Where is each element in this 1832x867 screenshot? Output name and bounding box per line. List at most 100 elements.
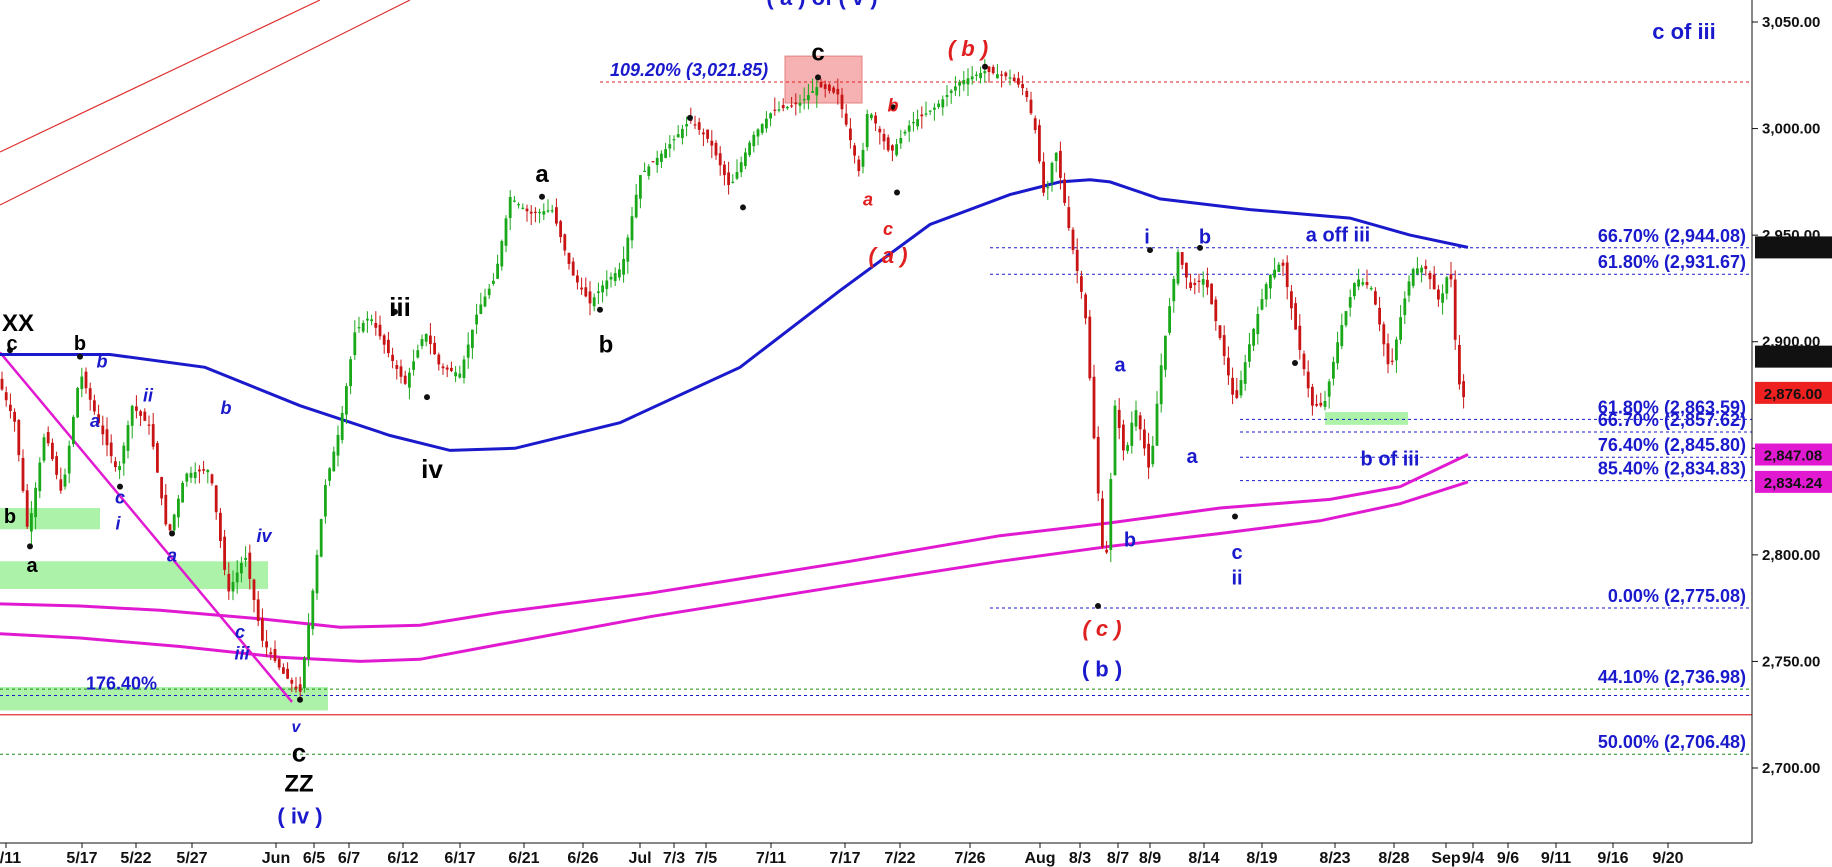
fib-label: 0.00% (2,775.08)	[1608, 586, 1746, 606]
candle-body	[118, 466, 121, 471]
candle-body	[357, 327, 361, 329]
x-tick-label: 8/9	[1139, 850, 1161, 867]
candle-body	[941, 99, 945, 108]
x-tick-label: Aug	[1024, 850, 1055, 867]
candle-body	[1017, 78, 1020, 85]
candle-body	[550, 210, 554, 212]
x-tick-label: 7/17	[829, 850, 860, 867]
candle-body	[366, 318, 369, 321]
candle-body	[252, 579, 256, 600]
candle-body	[290, 679, 294, 684]
wave-label: ( a )	[868, 243, 907, 268]
fib-label: 61.80% (2,931.67)	[1598, 252, 1746, 272]
candle-body	[790, 105, 793, 107]
candle-body	[235, 572, 239, 583]
candle-body	[13, 411, 16, 422]
candle-body	[1416, 268, 1419, 274]
x-tick-label: 8/23	[1319, 850, 1350, 867]
pivot-point	[597, 306, 603, 313]
support-zone	[0, 687, 328, 711]
wave-label: b	[97, 351, 108, 371]
candle-body	[697, 122, 701, 130]
candle-body	[534, 211, 537, 213]
y-tick-label: 2,700.00	[1762, 760, 1820, 777]
candle-body	[1180, 252, 1184, 265]
candle-body	[1453, 279, 1457, 340]
wave-label: b	[74, 333, 86, 355]
pivot-point	[894, 189, 900, 196]
x-tick-label: 8/28	[1378, 850, 1409, 867]
x-tick-label: 8/14	[1188, 850, 1219, 867]
x-tick-label: 7/5	[695, 850, 717, 867]
candle-body	[605, 280, 609, 289]
pivot-point	[890, 104, 896, 111]
candle-body	[1281, 262, 1285, 266]
wave-label: c	[292, 738, 306, 768]
candle-body	[580, 287, 583, 290]
candle-body	[63, 474, 67, 487]
price-tag	[1755, 345, 1832, 368]
candle-body	[198, 469, 201, 472]
pivot-point	[7, 347, 13, 354]
x-tick-label: 9/16	[1597, 850, 1628, 867]
candle-body	[1407, 281, 1411, 296]
candle-body	[84, 371, 88, 389]
candle-body	[1201, 279, 1205, 285]
candle-body	[1458, 344, 1461, 385]
candle-body	[458, 373, 462, 378]
candle-body	[67, 445, 71, 474]
candle-body	[214, 485, 218, 513]
candle-body	[739, 162, 743, 173]
candle-body	[294, 686, 298, 689]
price-tag	[1755, 443, 1832, 466]
candle-body	[1243, 362, 1247, 384]
candle-body	[912, 121, 915, 124]
candle-body	[378, 324, 382, 337]
candle-body	[1025, 90, 1029, 98]
candle-body	[1399, 317, 1402, 340]
candle-body	[521, 207, 525, 209]
candle-body	[391, 354, 394, 362]
candle-body	[756, 129, 760, 137]
candle-body	[1206, 279, 1209, 288]
candle-body	[681, 129, 684, 139]
candle-body	[513, 200, 516, 202]
candle-body	[387, 339, 390, 354]
candle-body	[88, 388, 92, 400]
candle-body	[975, 74, 978, 76]
candle-body	[865, 114, 869, 148]
candle-body	[1420, 267, 1423, 273]
candle-body	[1277, 264, 1281, 272]
wave-label: iv	[256, 526, 272, 546]
candle-body	[655, 157, 659, 166]
candle-body	[1424, 265, 1428, 270]
candle-body	[1365, 282, 1369, 286]
candle-body	[613, 273, 617, 282]
candle-body	[298, 684, 302, 692]
pivot-point	[77, 353, 83, 360]
candle-body	[483, 296, 487, 307]
candle-body	[626, 237, 630, 262]
candle-body	[437, 354, 441, 365]
candle-body	[156, 443, 159, 473]
candle-body	[874, 115, 877, 124]
candle-body	[1130, 422, 1134, 446]
candle-body	[93, 400, 96, 412]
candle-body	[282, 667, 285, 674]
wave-label: c	[235, 622, 245, 642]
x-tick-label: 8/19	[1246, 850, 1277, 867]
candle-body	[151, 424, 155, 447]
candle-body	[328, 468, 331, 481]
candle-body	[592, 297, 596, 307]
pivot-point	[297, 696, 303, 703]
candle-body	[1386, 343, 1390, 365]
y-tick-label: 3,050.00	[1762, 14, 1820, 31]
candle-body	[643, 170, 646, 172]
candle-body	[840, 94, 844, 110]
price-tag-label: 2,893.00	[1764, 350, 1822, 367]
pivot-point	[982, 63, 988, 70]
candle-body	[1252, 328, 1255, 346]
y-tick-label: 2,800.00	[1762, 547, 1820, 564]
candle-body	[462, 359, 466, 379]
